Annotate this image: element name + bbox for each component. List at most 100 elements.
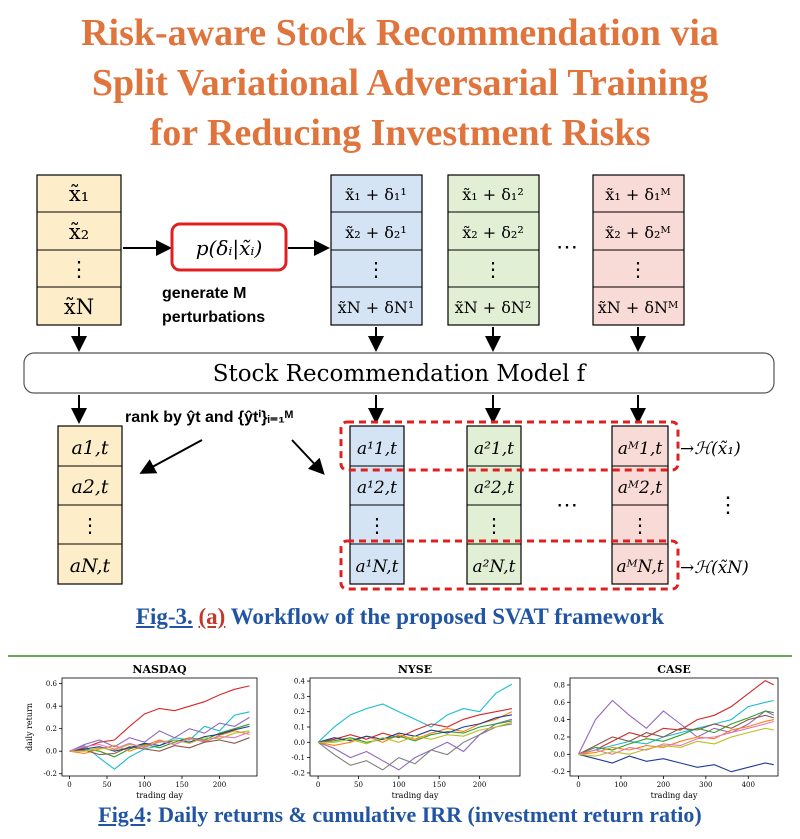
fig3-label: Fig-3. bbox=[135, 604, 193, 629]
series-line-3 bbox=[578, 753, 774, 773]
y-tick-label: 0.2 bbox=[46, 725, 57, 733]
pert-ellipsis: ⋯ bbox=[556, 235, 578, 260]
output-vdots: ⋮ bbox=[80, 513, 100, 537]
entropy-vdots: ⋮ bbox=[717, 493, 739, 518]
input-vdots: ⋮ bbox=[69, 257, 90, 281]
title-line-3: for Reducing Investment Risks bbox=[149, 112, 651, 154]
entropy-top: →ℋ(x̃₁) bbox=[680, 439, 741, 459]
fig4-text: : Daily returns & cumulative IRR (invest… bbox=[145, 802, 702, 827]
y-tick-label: 0.4 bbox=[554, 716, 566, 724]
y-tick-label: -0.2 bbox=[292, 769, 306, 777]
rank-1-row-2: a¹2,t bbox=[357, 478, 397, 498]
model-label: Stock Recommendation Model f bbox=[213, 361, 587, 387]
fig3-sub: (a) bbox=[198, 604, 226, 629]
rank-M-row-2: aᴹ2,t bbox=[618, 478, 662, 498]
chart-title: NYSE bbox=[398, 663, 432, 676]
stock-recommendation-model: Stock Recommendation Model f bbox=[23, 352, 775, 394]
pert-M-row-1: x̃₁ + δ₁ᴹ bbox=[605, 185, 670, 204]
x-tick-label: 100 bbox=[138, 781, 151, 789]
rank-label: rank by ŷt and {ŷtⁱ}ᵢ₌₁ᴹ bbox=[125, 409, 293, 426]
perturbation-column-1: x̃₁ + δ₁¹ x̃₂ + δ₂¹ ⋮ x̃N + δN¹ bbox=[330, 174, 423, 326]
y-tick-label: 0.2 bbox=[294, 708, 305, 716]
perturbation-function: p(δᵢ|x̃ᵢ) bbox=[196, 236, 263, 261]
y-tick-label: 0.1 bbox=[294, 724, 305, 732]
pert-2-row-N: x̃N + δN² bbox=[455, 298, 532, 317]
svat-workflow-diagram: x̃₁ x̃₂ ⋮ x̃N p(δᵢ|x̃ᵢ) generate M pertu… bbox=[23, 174, 775, 591]
y-tick-label: 0.2 bbox=[554, 733, 565, 741]
pert-2-row-2: x̃₂ + δ₂² bbox=[462, 223, 523, 242]
x-tick-label: 200 bbox=[213, 781, 226, 789]
x-tick-label: 400 bbox=[742, 781, 755, 789]
pert-1-row-1: x̃₁ + δ₁¹ bbox=[345, 185, 406, 204]
series-line-5 bbox=[578, 710, 774, 755]
entropy-bottom: →ℋ(x̃N) bbox=[680, 558, 749, 578]
rank-2-vdots: ⋮ bbox=[484, 513, 504, 537]
daily-return-charts: NASDAQ 0 50 100 150 200 -0.2 0.0 0.2 0.4 0.6 tradin… bbox=[25, 663, 779, 800]
output-a2: a2,t bbox=[71, 476, 108, 498]
perturbation-function-box: p(δᵢ|x̃ᵢ) bbox=[170, 222, 288, 272]
x-tick-label: 50 bbox=[354, 781, 363, 789]
series-line-3 bbox=[317, 723, 513, 771]
pert-1-row-N: x̃N + δN¹ bbox=[338, 298, 415, 317]
rank-M-row-N: aᴹN,t bbox=[616, 557, 663, 577]
input-column: x̃₁ x̃₂ ⋮ x̃N bbox=[36, 174, 122, 326]
pert-M-row-N: x̃N + δNᴹ bbox=[598, 298, 679, 317]
input-x1: x̃₁ bbox=[69, 182, 89, 206]
rank-M-vdots: ⋮ bbox=[630, 513, 650, 537]
x-tick-label: 0 bbox=[67, 781, 71, 789]
y-tick-label: 0.0 bbox=[46, 748, 57, 756]
rank-ellipsis: ⋯ bbox=[556, 493, 578, 518]
section-divider bbox=[8, 655, 792, 657]
chart-title: NASDAQ bbox=[132, 663, 187, 676]
plot-frame bbox=[61, 677, 258, 777]
y-tick-label: -0.1 bbox=[292, 754, 306, 762]
y-tick-label: 0.0 bbox=[294, 739, 305, 747]
pert-1-vdots: ⋮ bbox=[366, 257, 386, 281]
series-line-7 bbox=[578, 714, 774, 755]
x-tick-label: 200 bbox=[657, 781, 670, 789]
pert-2-row-1: x̃₁ + δ₁² bbox=[462, 185, 523, 204]
x-tick-label: 150 bbox=[175, 781, 188, 789]
perturbation-column-M: x̃₁ + δ₁ᴹ x̃₂ + δ₂ᴹ ⋮ x̃N + δNᴹ bbox=[592, 174, 685, 326]
series-line-2 bbox=[578, 699, 775, 755]
x-tick-label: 0 bbox=[316, 781, 320, 789]
y-tick-label: -0.2 bbox=[44, 770, 58, 778]
rank-2-row-1: a²1,t bbox=[474, 439, 514, 459]
series-line-6 bbox=[578, 719, 774, 755]
x-tick-label: 0 bbox=[576, 781, 580, 789]
y-tick-label: 0.3 bbox=[294, 693, 305, 701]
output-ranking-column: a1,t a2,t ⋮ aN,t bbox=[57, 425, 123, 585]
x-tick-label: 300 bbox=[699, 781, 712, 789]
y-tick-label: 0.6 bbox=[554, 699, 566, 707]
perturbation-column-2: x̃₁ + δ₁² x̃₂ + δ₂² ⋮ x̃N + δN² bbox=[447, 174, 540, 326]
rank-1-vdots: ⋮ bbox=[367, 513, 387, 537]
series-line-9 bbox=[69, 731, 250, 752]
title-line-2: Split Variational Adversarial Training bbox=[91, 62, 709, 104]
x-axis-label: trading day bbox=[392, 791, 439, 800]
fig3-text: Workflow of the proposed SVAT framework bbox=[225, 604, 665, 629]
chart-case: CASE 0 100 200 300 400 -0.2 0.0 0.2 0.4 0.6 0.8 trad… bbox=[552, 663, 779, 800]
y-tick-label: 0.8 bbox=[554, 681, 565, 689]
rank-2-row-N: a²N,t bbox=[473, 557, 516, 577]
series-line-1 bbox=[317, 683, 513, 743]
rank-column-2: a²1,t a²2,t ⋮ a²N,t bbox=[466, 425, 522, 585]
y-tick-label: 0.4 bbox=[294, 678, 306, 686]
series-line-4 bbox=[69, 723, 250, 758]
output-a1: a1,t bbox=[71, 437, 108, 459]
rank-1-row-N: a¹N,t bbox=[356, 557, 399, 577]
generate-label-2: perturbations bbox=[162, 309, 265, 326]
series-line-7 bbox=[69, 725, 250, 752]
poster-title: Risk-aware Stock Recommendation via Spli… bbox=[0, 8, 800, 158]
pert-1-row-2: x̃₂ + δ₂¹ bbox=[345, 223, 406, 242]
series-line-1 bbox=[578, 679, 775, 755]
x-tick-label: 100 bbox=[614, 781, 627, 789]
series-line-6 bbox=[69, 737, 250, 756]
x-tick-label: 50 bbox=[103, 781, 112, 789]
pert-M-vdots: ⋮ bbox=[628, 257, 648, 281]
x-axis-label: trading day bbox=[136, 791, 183, 800]
fig4-caption: Fig.4: Daily returns & cumulative IRR (i… bbox=[0, 802, 800, 828]
y-axis-label: daily return bbox=[25, 703, 34, 751]
y-tick-label: -0.2 bbox=[552, 768, 566, 776]
rank-column-M: aᴹ1,t aᴹ2,t ⋮ aᴹN,t bbox=[611, 425, 669, 585]
series-line-5 bbox=[69, 730, 250, 755]
